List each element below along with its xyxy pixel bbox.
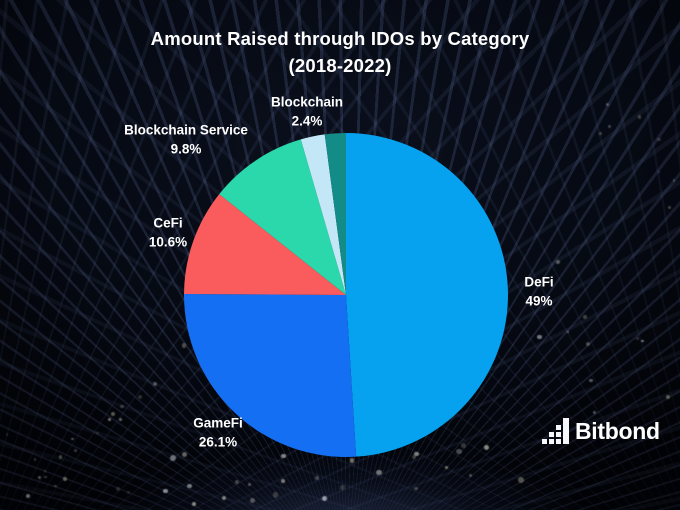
bokeh-dot	[315, 475, 319, 480]
bokeh-dot	[657, 137, 661, 142]
bokeh-dot	[592, 410, 596, 414]
bokeh-dot	[163, 488, 169, 494]
bokeh-dot	[120, 405, 124, 409]
bokeh-dot	[637, 115, 642, 119]
slice-label-text: DeFi	[524, 274, 554, 290]
bokeh-dot	[469, 473, 473, 477]
bokeh-dot	[281, 479, 285, 483]
bokeh-dot	[186, 483, 192, 489]
bokeh-dot	[170, 454, 177, 461]
slice-label-pct: 9.8%	[170, 141, 202, 156]
slice-label-pct: 26.1%	[198, 434, 238, 449]
bokeh-dot	[583, 315, 587, 319]
bokeh-dot	[536, 334, 542, 340]
slice-label-pct: 49%	[525, 293, 553, 308]
bokeh-dot	[44, 475, 47, 479]
bokeh-dot	[445, 465, 449, 469]
bokeh-dot	[636, 337, 639, 340]
bokeh-dot	[58, 455, 63, 459]
bokeh-dot	[33, 458, 37, 462]
bokeh-dot	[152, 381, 158, 386]
bokeh-dot	[108, 418, 111, 421]
bokeh-dot	[340, 485, 345, 490]
bokeh-dot	[63, 476, 68, 481]
bokeh-dot	[272, 491, 279, 498]
pie-slice-defi	[346, 133, 508, 457]
bokeh-dot	[667, 205, 671, 209]
bokeh-dot	[518, 477, 525, 483]
bokeh-dot	[585, 342, 590, 347]
bokeh-dot	[6, 433, 9, 436]
bokeh-dot	[657, 171, 660, 174]
bitbond-logo: Bitbond	[542, 418, 660, 444]
bokeh-dot	[248, 482, 252, 486]
bokeh-dot	[191, 502, 196, 507]
bokeh-dot	[672, 179, 676, 182]
slice-label-text: Blockchain	[270, 94, 344, 110]
bokeh-dot	[606, 102, 610, 106]
bokeh-dot	[567, 330, 570, 333]
slice-label-gamefi: GameFi 26.1%	[193, 415, 243, 452]
slice-label-defi: DeFi 49%	[524, 274, 553, 311]
slice-label-text: CeFi	[153, 215, 183, 231]
bokeh-dot	[26, 494, 30, 499]
slice-label-pct: 10.6%	[148, 234, 188, 249]
bitbond-bars-icon	[542, 418, 569, 444]
chart-title-block: Amount Raised through IDOs by Category (…	[0, 25, 680, 79]
bokeh-dot	[321, 495, 327, 501]
bokeh-dot	[137, 394, 142, 399]
bokeh-dot	[74, 449, 77, 452]
slice-label-blockchain: Blockchain 2.4%	[271, 94, 343, 131]
bokeh-dot	[222, 495, 227, 500]
slice-label-blockchain-service: Blockchain Service 9.8%	[124, 122, 248, 159]
bokeh-dot	[376, 469, 382, 476]
slice-label-cefi: CeFi 10.6%	[149, 215, 187, 252]
slice-label-text: Blockchain Service	[124, 122, 248, 138]
bokeh-dot	[110, 411, 116, 416]
slice-label-text: GameFi	[193, 415, 243, 431]
bokeh-dot	[641, 339, 644, 343]
bokeh-dot	[95, 431, 99, 435]
bokeh-dot	[249, 498, 256, 504]
bitbond-logo-text: Bitbond	[575, 418, 660, 444]
chart-subtitle: (2018-2022)	[288, 55, 392, 76]
bokeh-dot	[665, 395, 670, 399]
bokeh-dot	[71, 438, 74, 441]
bokeh-dot	[235, 479, 240, 485]
bokeh-dot	[598, 132, 602, 136]
bokeh-dot	[589, 378, 593, 383]
bokeh-dot	[37, 476, 41, 479]
bokeh-dot	[349, 458, 355, 463]
bokeh-dot	[413, 486, 418, 491]
chart-title: Amount Raised through IDOs by Category	[150, 28, 530, 49]
slice-label-pct: 2.4%	[291, 113, 323, 128]
bokeh-dot	[608, 125, 612, 129]
bokeh-dot	[115, 487, 120, 491]
pie-chart	[184, 133, 508, 457]
bokeh-dot	[119, 418, 123, 422]
bokeh-dot	[556, 259, 561, 264]
bokeh-dot	[54, 484, 57, 488]
bokeh-dot	[43, 470, 46, 473]
bokeh-dot	[127, 491, 131, 494]
